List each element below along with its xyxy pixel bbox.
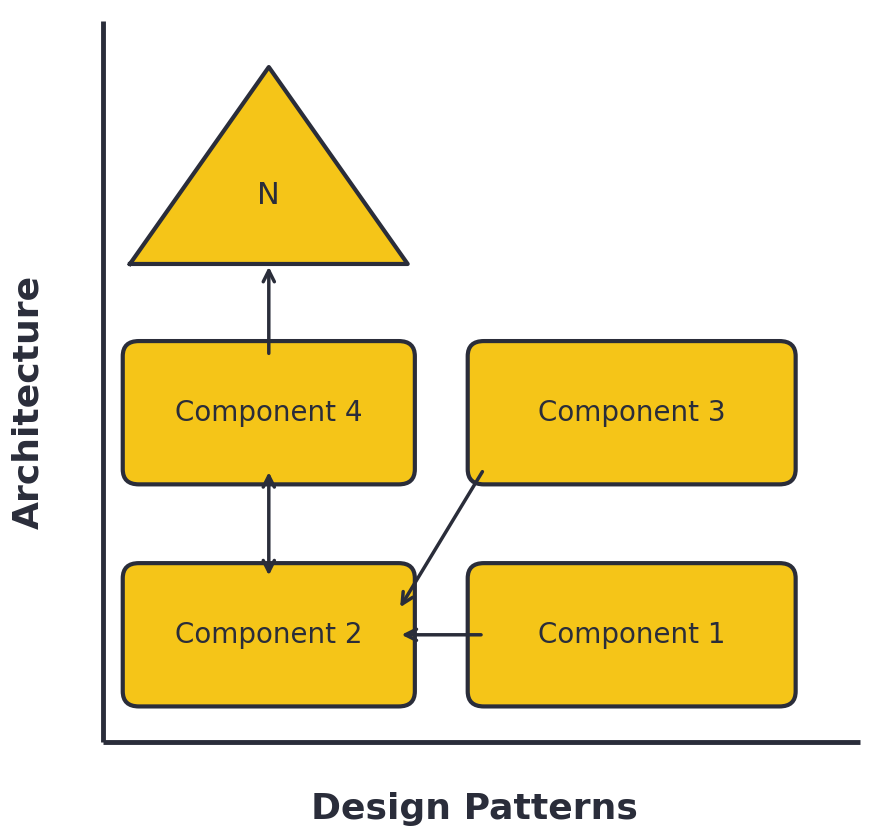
Text: Component 4: Component 4: [175, 399, 363, 427]
Text: Component 1: Component 1: [538, 621, 726, 649]
FancyBboxPatch shape: [123, 341, 415, 484]
FancyBboxPatch shape: [123, 563, 415, 706]
Text: Component 2: Component 2: [175, 621, 363, 649]
Text: Design Patterns: Design Patterns: [312, 792, 638, 825]
Text: Architecture: Architecture: [12, 275, 46, 530]
FancyBboxPatch shape: [468, 341, 796, 484]
Text: N: N: [257, 180, 280, 210]
Polygon shape: [130, 67, 408, 264]
FancyBboxPatch shape: [468, 563, 796, 706]
Text: Component 3: Component 3: [538, 399, 726, 427]
